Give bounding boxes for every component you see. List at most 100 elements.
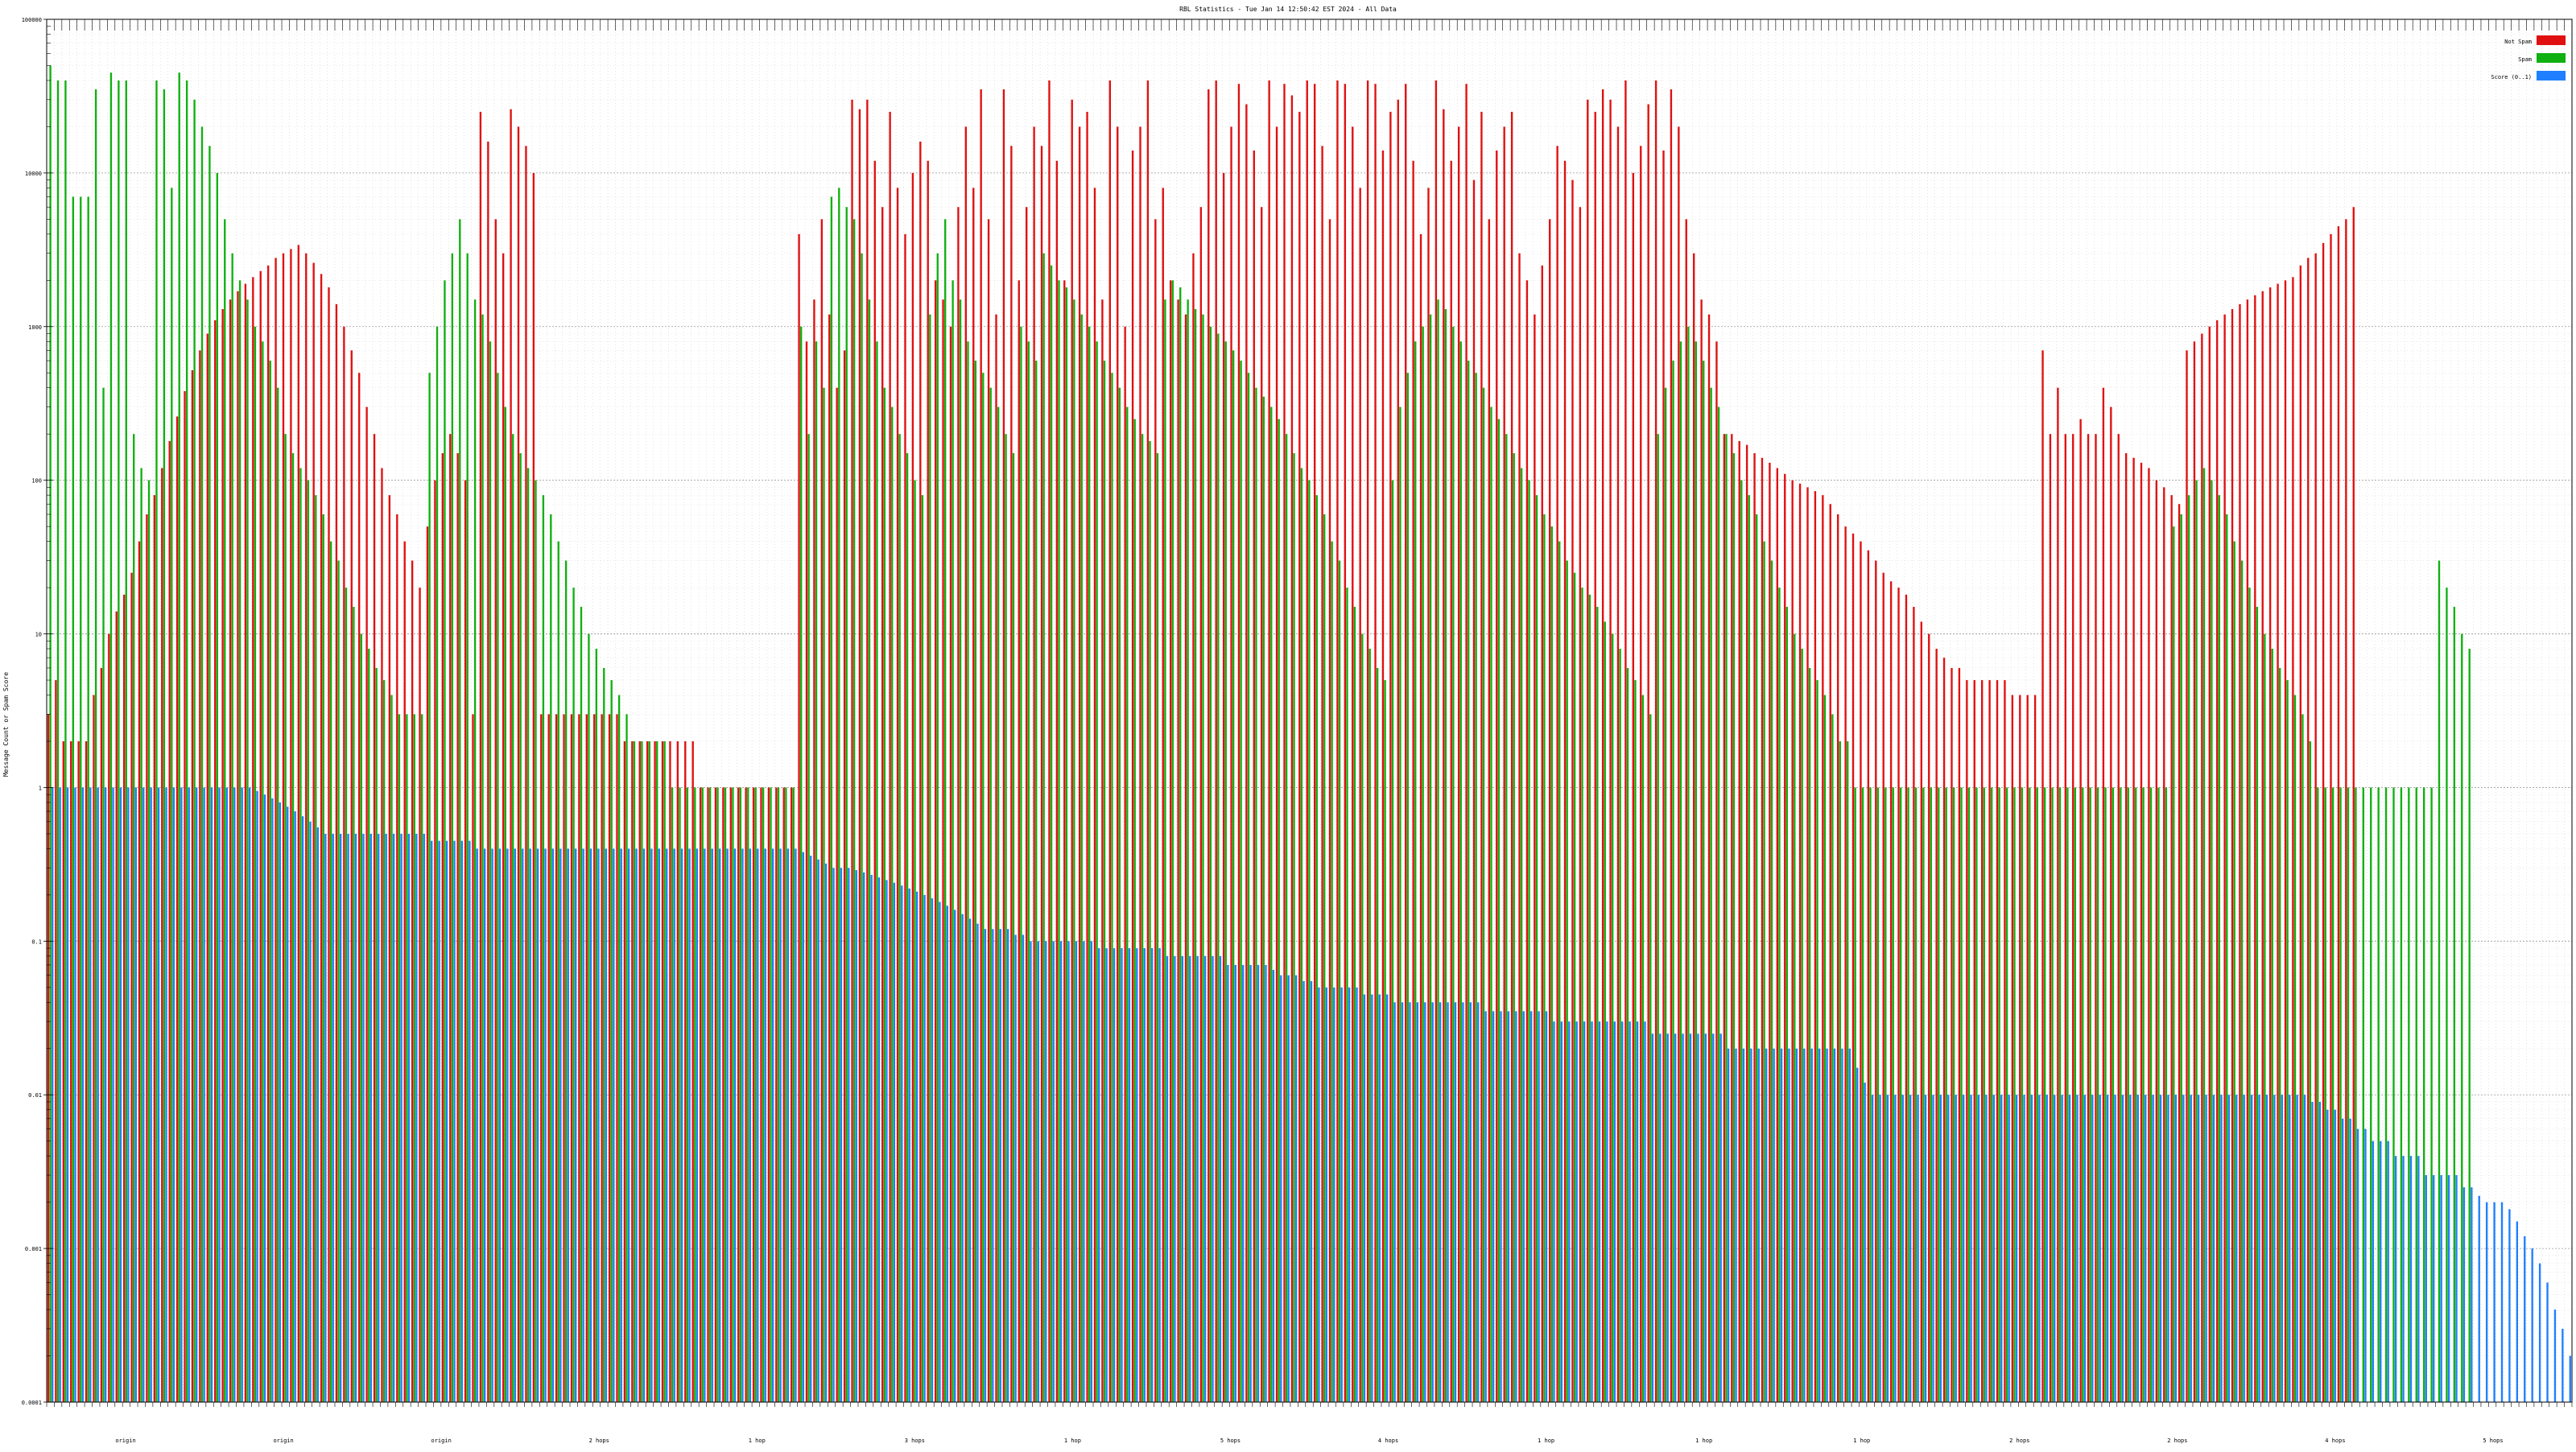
- bar-spam: [1885, 787, 1887, 1402]
- bar-score-0-1: [1174, 955, 1176, 1402]
- bar-spam: [2264, 633, 2266, 1402]
- bar-score-0-1: [1166, 955, 1169, 1402]
- bar-score-0-1: [680, 848, 683, 1402]
- bar-spam: [2013, 787, 2016, 1402]
- bar-not-spam: [47, 714, 50, 1402]
- bar-spam: [1179, 287, 1182, 1403]
- bar-score-0-1: [946, 905, 948, 1402]
- bar-not-spam: [1616, 126, 1620, 1402]
- bar-spam: [694, 787, 696, 1402]
- bar-score-0-1: [2433, 1175, 2435, 1402]
- bar-score-0-1: [2054, 1095, 2056, 1402]
- bar-score-0-1: [1795, 1048, 1798, 1402]
- bar-score-0-1: [2212, 1095, 2215, 1402]
- x-group-label: origin: [115, 1438, 135, 1444]
- bar-score-0-1: [1371, 994, 1373, 1402]
- bar-spam: [80, 196, 82, 1402]
- bar-spam: [473, 299, 477, 1402]
- bar-spam: [1156, 453, 1159, 1403]
- bar-not-spam: [396, 514, 398, 1402]
- x-group-label: 1 hop: [1538, 1438, 1554, 1444]
- bar-not-spam: [1192, 253, 1195, 1402]
- bar-not-spam: [1480, 111, 1483, 1403]
- bar-spam: [102, 387, 105, 1402]
- bar-score-0-1: [309, 821, 312, 1402]
- bar-score-0-1: [2455, 1175, 2458, 1402]
- bar-spam: [1573, 572, 1576, 1402]
- bar-spam: [2377, 787, 2380, 1402]
- bar-score-0-1: [378, 833, 380, 1402]
- bar-not-spam: [1556, 146, 1558, 1402]
- bar-not-spam: [1958, 667, 1961, 1402]
- bar-score-0-1: [786, 848, 790, 1402]
- bar-score-0-1: [248, 787, 251, 1402]
- y-tick-label: 100000: [22, 17, 42, 23]
- bar-not-spam: [616, 714, 618, 1402]
- bar-spam: [2058, 787, 2062, 1402]
- bar-spam: [193, 99, 196, 1402]
- bar-spam: [337, 560, 340, 1402]
- bar-spam: [1490, 406, 1492, 1403]
- bar-not-spam: [1798, 483, 1802, 1403]
- bar-score-0-1: [1810, 1048, 1813, 1402]
- bar-score-0-1: [597, 848, 600, 1402]
- bar-score-0-1: [2243, 1095, 2245, 1402]
- bar-not-spam: [623, 740, 626, 1402]
- bar-spam: [1232, 350, 1235, 1403]
- bar-spam: [1823, 695, 1827, 1402]
- bar-score-0-1: [445, 840, 448, 1402]
- bar-spam: [1103, 361, 1106, 1403]
- bar-spam: [1285, 434, 1288, 1402]
- bar-spam: [1732, 453, 1736, 1403]
- bar-not-spam: [2041, 350, 2044, 1403]
- bar-spam: [1710, 387, 1712, 1402]
- bar-score-0-1: [104, 787, 107, 1402]
- bar-not-spam: [2178, 504, 2181, 1402]
- bar-spam: [277, 387, 279, 1402]
- x-group-label: origin: [273, 1438, 293, 1444]
- bar-not-spam: [1980, 680, 1984, 1402]
- bar-not-spam: [184, 390, 186, 1402]
- bar-score-0-1: [1401, 1002, 1404, 1402]
- bar-score-0-1: [2121, 1095, 2124, 1402]
- bar-score-0-1: [1932, 1095, 1934, 1402]
- bar-score-0-1: [1848, 1048, 1852, 1402]
- bar-score-0-1: [2402, 1156, 2405, 1402]
- bar-spam: [580, 606, 583, 1402]
- x-group-label: origin: [431, 1438, 452, 1444]
- bar-spam: [1042, 253, 1045, 1402]
- bar-not-spam: [1882, 572, 1885, 1402]
- bar-score-0-1: [1682, 1033, 1684, 1402]
- bar-score-0-1: [2531, 1248, 2533, 1402]
- bar-score-0-1: [1621, 1021, 1624, 1402]
- bar-score-0-1: [749, 848, 752, 1402]
- bar-not-spam: [2064, 434, 2066, 1402]
- bar-spam: [1869, 787, 1872, 1402]
- bar-not-spam: [2201, 333, 2203, 1403]
- bar-spam: [2202, 468, 2206, 1403]
- bar-score-0-1: [642, 848, 646, 1402]
- bar-spam: [526, 468, 530, 1403]
- bar-score-0-1: [870, 874, 873, 1402]
- bar-score-0-1: [81, 787, 85, 1402]
- bar-spam: [2043, 787, 2046, 1402]
- bar-spam: [1361, 633, 1364, 1402]
- bar-spam: [1740, 480, 1743, 1402]
- bar-not-spam: [115, 611, 118, 1402]
- bar-spam: [1687, 326, 1690, 1402]
- bar-spam: [1520, 468, 1523, 1403]
- bar-spam: [1096, 341, 1098, 1402]
- bar-score-0-1: [1992, 1095, 1996, 1402]
- bar-not-spam: [2072, 434, 2074, 1402]
- bar-spam: [1278, 419, 1280, 1402]
- bar-not-spam: [540, 714, 543, 1402]
- bar-spam: [1126, 406, 1129, 1403]
- bar-spam: [2408, 787, 2410, 1402]
- bar-spam: [459, 219, 461, 1402]
- bar-spam: [1960, 787, 1963, 1402]
- bar-score-0-1: [1158, 948, 1161, 1402]
- bar-not-spam: [175, 416, 179, 1402]
- bar-not-spam: [1640, 146, 1642, 1402]
- bar-score-0-1: [498, 848, 502, 1402]
- bar-score-0-1: [2281, 1095, 2283, 1402]
